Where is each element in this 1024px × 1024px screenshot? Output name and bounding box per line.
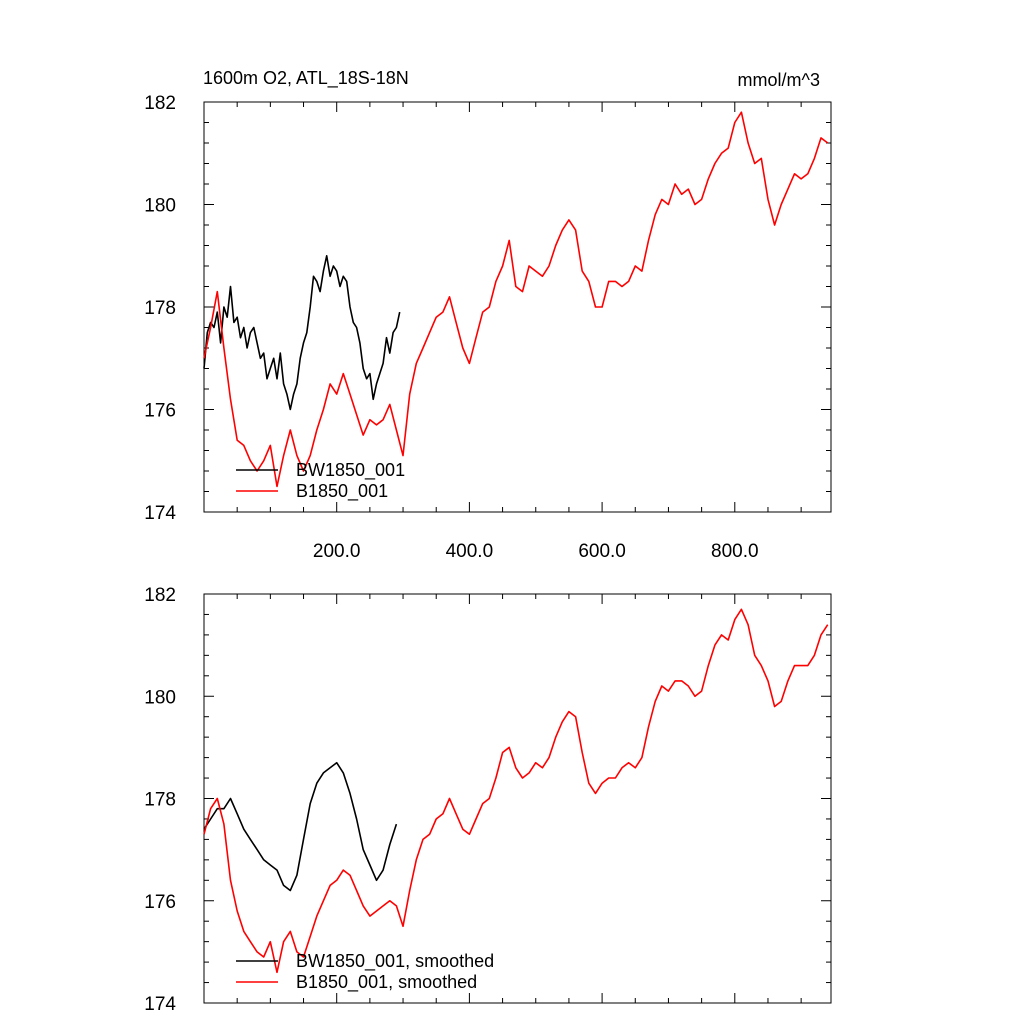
x-tick-label: 800.0 — [711, 541, 759, 562]
series-line-red — [203, 608, 829, 974]
plot-frame — [203, 593, 832, 1004]
y-tick-label: 176 — [144, 401, 176, 422]
legend-label: B1850_001 — [296, 481, 388, 502]
y-tick-label: 180 — [144, 687, 176, 708]
y-tick-label: 182 — [144, 93, 176, 114]
y-tick-label: 178 — [144, 298, 176, 319]
series-line-black — [203, 761, 398, 892]
x-tick-label: 400.0 — [446, 541, 494, 562]
top-panel: 1600m O2, ATL_18S-18N mmol/m^3 200.0 400.… — [144, 68, 832, 562]
y-tick-label: 176 — [144, 892, 176, 913]
series-line-red — [203, 111, 829, 488]
y-tick-label: 182 — [144, 585, 176, 606]
y-tick-label: 180 — [144, 196, 176, 217]
series-line-black — [203, 255, 401, 411]
y-tick-label: 178 — [144, 790, 176, 811]
x-tick-label: 600.0 — [578, 541, 626, 562]
units-label: mmol/m^3 — [738, 70, 820, 90]
legend-label: BW1850_001 — [296, 460, 405, 481]
legend-label: B1850_001, smoothed — [296, 972, 477, 993]
y-tick-label: 174 — [144, 994, 176, 1015]
y-tick-label: 174 — [144, 503, 176, 524]
x-tick-label: 200.0 — [313, 541, 361, 562]
chart-title: 1600m O2, ATL_18S-18N — [203, 68, 409, 89]
legend-label: BW1850_001, smoothed — [296, 951, 494, 972]
bottom-panel: 174 176 178 180 182 BW1850_001, smoothedB1850… — [144, 585, 832, 1015]
plot-frame — [203, 101, 832, 513]
